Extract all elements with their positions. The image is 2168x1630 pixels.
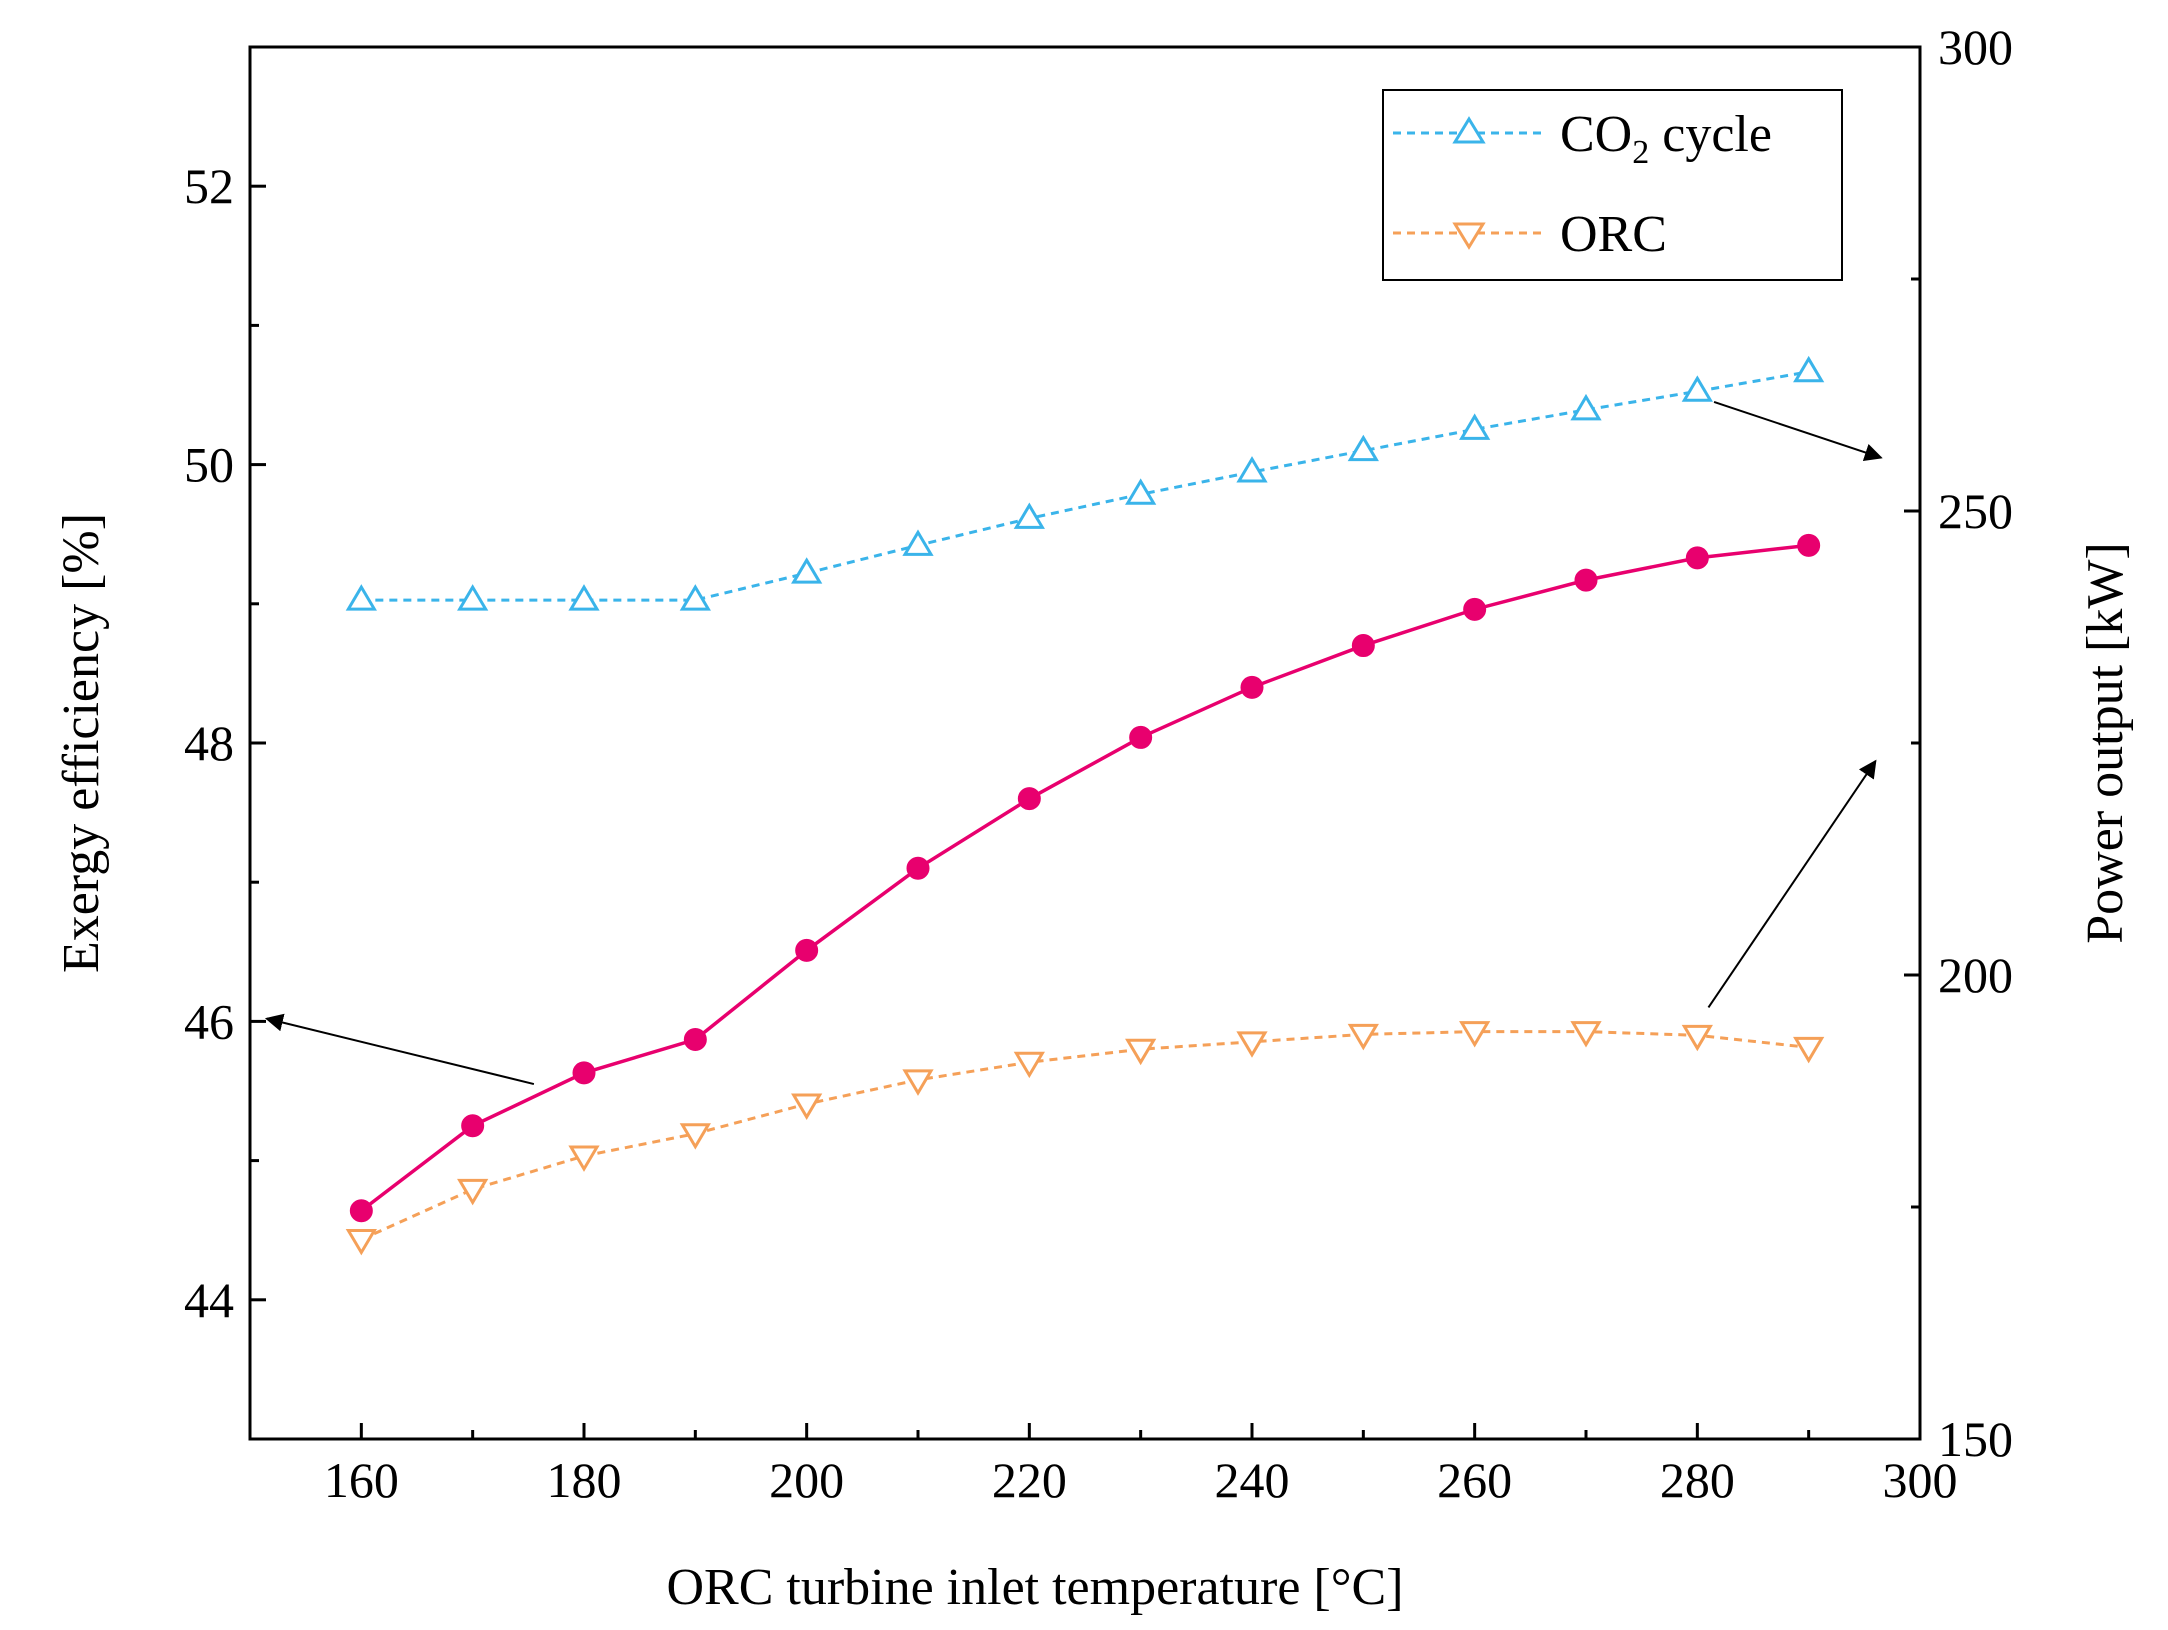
legend-swatch-orc-marker [1452,222,1486,250]
x-tick-label: 180 [547,1452,622,1508]
legend-box [1382,89,1843,281]
data-point-co2-cycle [1013,502,1045,529]
data-point-co2-cycle [1125,478,1157,505]
data-point-orc [568,1145,600,1172]
data-point-co2-cycle [568,584,600,611]
data-point-orc [457,1178,489,1206]
legend-swatch-co2-marker [1452,116,1486,144]
annotation-arrow-1 [264,1013,535,1086]
series-layer [345,355,1825,1256]
x-tick-label: 260 [1437,1452,1512,1508]
legend-label-orc: ORC [1560,206,1667,263]
x-tick-label: 200 [769,1452,844,1508]
x-tick-label: 220 [992,1452,1067,1508]
ticks: 160 180 200 220 240 260 280 300 44 46 48 50 52 150 200… [184,19,2013,1508]
y-right-tick-label: 300 [1938,19,2013,75]
data-point-orc [791,1093,823,1120]
data-point-co2-cycle [457,584,489,611]
data-point-exergy-efficiency [1129,725,1153,749]
data-point-co2-cycle [1459,413,1491,440]
y-left-tick-label: 48 [184,715,234,771]
data-point-orc [345,1228,377,1256]
data-point-exergy-efficiency [683,1027,707,1051]
data-point-orc [1125,1038,1157,1066]
y-left-tick-label: 46 [184,993,234,1049]
data-point-exergy-efficiency [906,856,930,880]
data-point-co2-cycle [679,584,711,611]
annotation-arrow-2 [1713,401,1883,462]
data-point-co2-cycle [345,584,377,611]
series-line-exergy-efficiency [360,543,1809,1213]
y-right-tick-label: 250 [1938,483,2013,539]
data-point-orc [1681,1024,1713,1052]
data-point-exergy-efficiency [795,938,819,962]
annotation-arrow-3 [1707,759,1877,1009]
data-point-exergy-efficiency [1351,634,1375,658]
x-tick-label: 300 [1883,1452,1958,1508]
data-point-co2-cycle [902,529,934,556]
series-line-co2-cycle [361,370,1809,602]
y-left-tick-label: 50 [184,437,234,493]
data-point-orc [1236,1031,1268,1058]
data-point-co2-cycle [1347,434,1379,462]
data-point-exergy-efficiency [1240,675,1264,699]
x-tick-label: 160 [324,1452,399,1508]
data-point-orc [1459,1021,1491,1048]
data-point-co2-cycle [791,557,823,584]
y-axis-left-title: Exergy efficiency [%] [53,513,110,973]
data-point-exergy-efficiency [1463,597,1487,621]
data-point-exergy-efficiency [1797,533,1821,557]
legend-label-co2-cycle: CO2 cycle [1560,106,1772,171]
data-point-exergy-efficiency [572,1061,596,1085]
data-point-orc [1013,1051,1045,1079]
x-axis-title: ORC turbine inlet temperature [°C] [666,1559,1403,1616]
data-point-co2-cycle [1236,456,1268,483]
y-axis-right-title: Power output [kW] [2077,542,2134,943]
data-point-orc [679,1123,711,1150]
y-left-tick-label: 52 [184,158,234,214]
data-point-co2-cycle [1681,375,1713,402]
data-point-orc [1793,1036,1825,1064]
annotations [264,401,1883,1086]
x-tick-label: 280 [1660,1452,1735,1508]
data-point-exergy-efficiency [1685,546,1709,570]
data-point-co2-cycle [1570,393,1602,421]
y-right-tick-label: 150 [1938,1411,2013,1467]
data-point-exergy-efficiency [1574,568,1598,592]
data-point-co2-cycle [1793,355,1825,383]
data-point-orc [1347,1023,1379,1051]
y-left-tick-label: 44 [184,1272,234,1328]
x-tick-label: 240 [1215,1452,1290,1508]
data-point-orc [902,1069,934,1096]
legend: CO2 cycle ORC [1382,89,1843,281]
data-point-orc [1570,1021,1602,1048]
y-right-tick-label: 200 [1938,947,2013,1003]
data-point-exergy-efficiency [461,1114,485,1138]
series-line-orc [360,1030,1809,1241]
data-point-exergy-efficiency [349,1199,373,1223]
data-point-exergy-efficiency [1017,787,1041,811]
